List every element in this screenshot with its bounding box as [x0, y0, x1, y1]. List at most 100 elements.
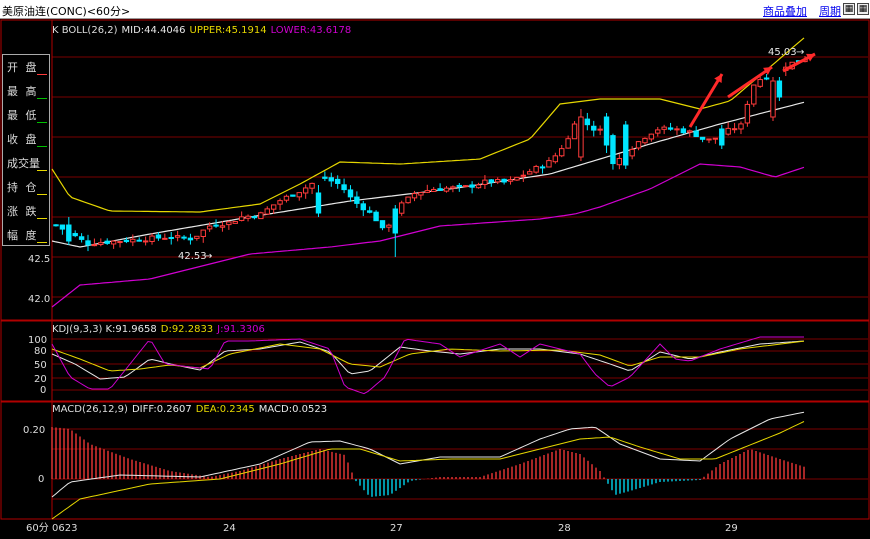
candle-body — [744, 103, 751, 124]
candle-body — [245, 215, 251, 219]
kdj-tick-label: 0 — [40, 385, 46, 396]
candle-body — [66, 224, 72, 242]
candle-body — [629, 148, 635, 157]
candle-body — [642, 137, 648, 144]
candle-body — [398, 202, 405, 214]
kdj-tick-label: 20 — [34, 374, 47, 385]
candle-body — [91, 244, 98, 247]
candle-body — [565, 138, 571, 149]
min-price-label: 42.53 — [178, 251, 207, 262]
candle-body — [597, 128, 603, 131]
macd-tick-label: 0.20 — [23, 425, 45, 436]
candle-body — [450, 186, 456, 189]
trend-arrow-shaft — [727, 65, 773, 99]
chart-canvas[interactable]: K BOLL(26,2) MID:44.4046 UPPER:45.1914 LOWE… — [0, 19, 870, 535]
candle-body — [270, 204, 277, 210]
candle-body — [546, 160, 552, 168]
candle-body — [85, 240, 91, 246]
boll-indicator-name: K BOLL(26,2) — [52, 25, 118, 36]
macd-name: MACD(26,12,9) — [52, 404, 128, 415]
kdj-j-value: J:91.3306 — [216, 324, 265, 335]
candle-body — [667, 127, 674, 130]
candle-body — [123, 239, 130, 243]
candle-body — [200, 229, 206, 237]
candle-body — [277, 200, 283, 205]
macd-dea-line — [51, 421, 805, 520]
kdj-tick-label: 100 — [28, 335, 47, 346]
trend-arrow-shaft — [688, 73, 724, 128]
kdj-d-line — [51, 340, 805, 372]
candle-body — [674, 128, 680, 131]
candle-body — [437, 188, 443, 191]
candle-body — [104, 240, 110, 244]
candle-body — [443, 187, 450, 192]
kdj-k-value: K:91.9658 — [105, 324, 156, 335]
candle-body — [770, 80, 776, 118]
trend-arrowhead — [763, 67, 772, 76]
candle-body — [72, 233, 78, 237]
candle-body — [559, 148, 565, 157]
period-label: 60分 — [26, 522, 49, 534]
candle-body — [584, 118, 591, 126]
candle-body — [661, 126, 667, 130]
candle-body — [469, 184, 475, 188]
candle-body — [322, 176, 328, 179]
kdj-d-value: D:92.2833 — [161, 324, 213, 335]
candle-body — [78, 236, 85, 240]
candle-body — [571, 123, 578, 140]
candle-body — [731, 128, 738, 131]
kdj-tick-label: 50 — [34, 360, 47, 371]
candle-body — [411, 193, 418, 199]
layout-icon[interactable]: ▦ — [843, 3, 855, 15]
candle-body — [290, 194, 296, 197]
overlay-symbol-link[interactable]: 商品叠加 — [763, 5, 807, 18]
kdj-tick-label: 80 — [34, 346, 47, 357]
kdj-lines — [51, 336, 805, 395]
open-label: 开 盘 — [7, 61, 39, 74]
candle-body — [456, 184, 463, 187]
bollinger-bands — [51, 37, 805, 308]
candle-body — [162, 237, 168, 240]
candle-body — [366, 210, 373, 213]
panel-border — [0, 401, 870, 520]
candle-body — [117, 241, 123, 244]
candle-body — [623, 124, 629, 166]
macd-tick-label: 0 — [38, 474, 44, 485]
candle-body — [616, 157, 623, 166]
candle-body — [482, 179, 488, 185]
close-label: 收 盘 — [7, 133, 39, 146]
grid-icon[interactable]: ▦ — [857, 3, 869, 15]
candle-body — [136, 239, 142, 242]
candle-body — [520, 174, 527, 177]
candle-body — [309, 182, 315, 189]
candle-body — [59, 224, 66, 230]
panel-border — [0, 320, 870, 402]
trend-arrowhead — [806, 53, 815, 62]
x-tick-label: 28 — [558, 523, 571, 534]
candle-body — [392, 208, 398, 234]
window-title: 美原油连(CONC)<60分> — [2, 5, 131, 18]
candle-body — [610, 135, 616, 165]
macd-diff-line — [51, 411, 805, 498]
candle-body — [226, 221, 232, 226]
volume-label: 成交量 — [7, 157, 40, 170]
candle-body — [463, 185, 469, 188]
boll-upper-line — [51, 37, 805, 213]
candle-body — [283, 195, 290, 201]
chart-area[interactable]: K BOLL(26,2) MID:44.4046 UPPER:45.1914 LOWE… — [0, 19, 870, 535]
candle-body — [552, 155, 559, 163]
candle-body — [757, 79, 763, 87]
macd-dea-value: DEA:0.2345 — [196, 404, 255, 415]
candle-body — [174, 235, 181, 238]
candle-body — [110, 240, 117, 245]
change-percent-label: 幅 度 — [7, 229, 39, 242]
candle-body — [341, 184, 347, 191]
candle-body — [194, 235, 200, 239]
panel-borders — [0, 19, 870, 520]
min-arrow-icon: → — [204, 251, 212, 262]
period-link[interactable]: 周期 — [819, 5, 841, 18]
candle-body — [507, 179, 514, 182]
